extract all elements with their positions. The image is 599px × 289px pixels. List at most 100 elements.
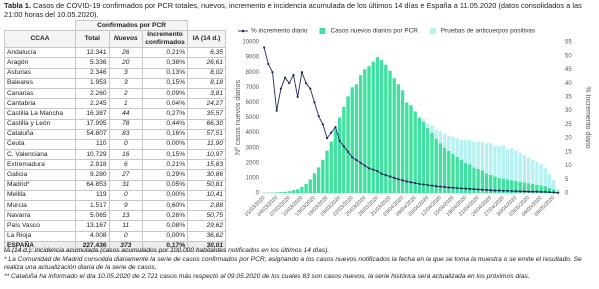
line-point bbox=[342, 145, 345, 148]
y2-tick-label: 45 bbox=[565, 67, 572, 73]
line-point bbox=[300, 71, 303, 74]
line-point bbox=[380, 172, 383, 175]
bar bbox=[505, 149, 510, 180]
line-point bbox=[556, 191, 560, 194]
y-tick-label: 5000 bbox=[246, 115, 260, 121]
y2-tick-label: 0 bbox=[565, 191, 569, 197]
y2-tick-label: 20 bbox=[565, 136, 572, 142]
line-point bbox=[409, 181, 413, 184]
bar bbox=[363, 69, 367, 193]
bar bbox=[283, 191, 287, 193]
bar bbox=[308, 179, 312, 193]
line-point bbox=[510, 189, 513, 193]
line-point bbox=[477, 188, 480, 191]
y2-tick-label: 25 bbox=[565, 122, 572, 128]
bar bbox=[438, 131, 443, 144]
bar bbox=[539, 185, 543, 193]
line-point bbox=[531, 190, 534, 193]
bar bbox=[547, 187, 552, 193]
bar bbox=[535, 184, 539, 193]
line-point bbox=[262, 46, 266, 49]
bar bbox=[337, 117, 342, 193]
bar bbox=[543, 168, 547, 187]
footnote: * La Comunidad de Madrid consolida diari… bbox=[4, 255, 582, 272]
line-point bbox=[472, 188, 476, 191]
line-point bbox=[527, 190, 530, 193]
line-point bbox=[418, 182, 421, 186]
bar bbox=[493, 176, 497, 193]
bar bbox=[552, 180, 556, 190]
bar bbox=[291, 190, 296, 193]
bar bbox=[434, 138, 438, 193]
line-point bbox=[405, 180, 408, 183]
column-header: Incremento confirmados bbox=[142, 30, 189, 49]
line-point bbox=[397, 178, 400, 181]
line-point bbox=[288, 82, 291, 85]
bar bbox=[417, 117, 422, 193]
bar bbox=[447, 135, 451, 151]
table-row: Andalucía 12.341 26 0,21% 6,35 bbox=[3, 47, 226, 59]
bar bbox=[531, 183, 535, 193]
bar bbox=[455, 156, 459, 193]
bar bbox=[505, 179, 510, 193]
line-point bbox=[355, 158, 358, 162]
bar bbox=[275, 192, 279, 193]
bar bbox=[501, 178, 506, 193]
bar bbox=[300, 186, 304, 193]
line-point bbox=[279, 87, 282, 90]
bar bbox=[295, 189, 300, 193]
line-point bbox=[519, 190, 522, 193]
line-point bbox=[313, 101, 316, 104]
footnote: ** Cataluña ha informado el día 10.05.20… bbox=[4, 272, 530, 280]
bar bbox=[379, 60, 384, 194]
line-point bbox=[309, 87, 312, 90]
value-cell: 0,17% bbox=[142, 240, 189, 252]
legend-swatch bbox=[241, 29, 245, 33]
bar bbox=[287, 191, 291, 193]
caption: Tabla 1. Casos de COVID-19 confirmados p… bbox=[4, 1, 596, 19]
bar bbox=[358, 75, 363, 193]
line-point bbox=[435, 185, 438, 188]
bar bbox=[514, 150, 518, 181]
line-point bbox=[426, 183, 429, 187]
bar bbox=[463, 162, 468, 193]
line-point bbox=[548, 191, 551, 194]
line-point bbox=[388, 175, 392, 178]
line-point bbox=[330, 131, 333, 134]
bar bbox=[522, 155, 527, 183]
bar bbox=[480, 141, 485, 171]
bar bbox=[514, 180, 518, 193]
bar bbox=[350, 87, 354, 193]
bar bbox=[484, 143, 489, 174]
line-point bbox=[552, 191, 555, 194]
bar bbox=[451, 137, 455, 154]
bar bbox=[526, 183, 531, 193]
bar bbox=[430, 125, 434, 133]
group-header: Confirmados por PCR bbox=[75, 19, 189, 32]
y2-tick-label: 55 bbox=[565, 40, 572, 46]
bar bbox=[484, 173, 489, 193]
table-row: Castilla y León 17.995 78 0,44% 66,30 bbox=[3, 118, 226, 130]
line-point bbox=[292, 73, 295, 77]
line-point bbox=[393, 176, 396, 179]
bar bbox=[463, 140, 468, 163]
bar bbox=[354, 84, 359, 193]
bar bbox=[501, 145, 506, 179]
line-point bbox=[422, 183, 425, 186]
bar bbox=[459, 159, 464, 193]
table-row: Canarias 2.260 2 0,09% 3,81 bbox=[3, 87, 226, 100]
bar bbox=[468, 140, 472, 165]
line-point bbox=[443, 185, 446, 189]
bar bbox=[543, 186, 547, 193]
y2-tick-label: 15 bbox=[565, 149, 572, 155]
line-point bbox=[372, 168, 375, 171]
bar bbox=[476, 141, 480, 169]
column-header: Total bbox=[75, 30, 110, 49]
table-body: Andalucía 12.341 26 0,21% 6,35 Aragón 5.336 20 0… bbox=[3, 47, 226, 252]
y-tick-label: 9000 bbox=[246, 55, 260, 61]
bar bbox=[367, 66, 371, 193]
line-point bbox=[414, 182, 417, 185]
caption-text: Casos de COVID-19 confirmados por PCR to… bbox=[4, 1, 582, 19]
bar bbox=[312, 173, 317, 193]
y2-tick-label: 30 bbox=[565, 108, 572, 114]
